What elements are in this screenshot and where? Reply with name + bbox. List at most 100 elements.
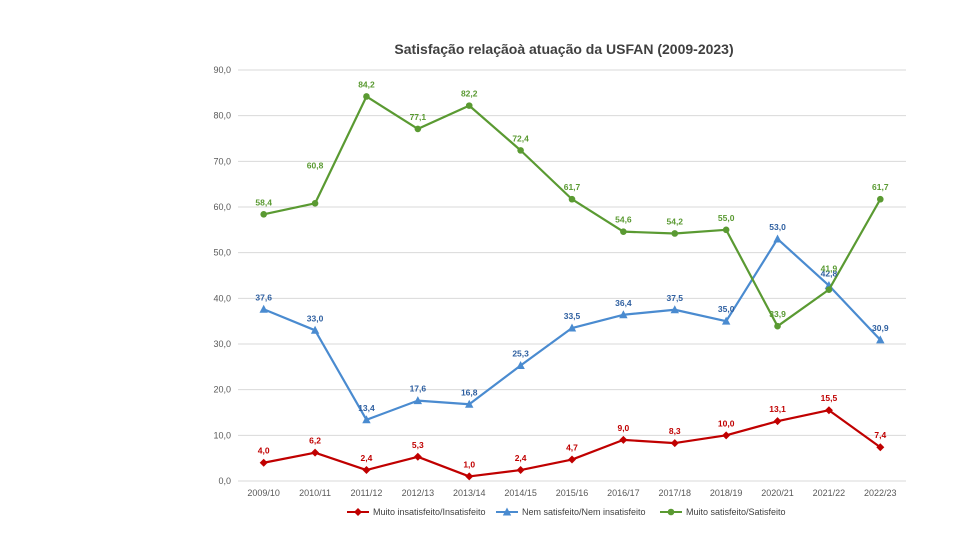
data-point-triangle: [362, 415, 371, 424]
data-label: 41,9: [821, 264, 838, 274]
data-label: 9,0: [617, 423, 629, 433]
data-point-circle: [414, 125, 422, 133]
x-tick-label: 2010/11: [299, 488, 331, 498]
data-label: 54,6: [615, 215, 632, 225]
data-labels: 4,0 6,2 2,4 5,3 1,0 2,4 4,7 9,0 8,3 10,0 13,1 15,5 7…: [255, 79, 888, 469]
data-label: 6,2: [309, 436, 321, 446]
data-label: 30,9: [872, 323, 889, 333]
data-point-triangle: [876, 335, 885, 344]
data-point-diamond: [465, 472, 474, 481]
data-point-diamond: [311, 448, 320, 457]
data-label: 58,4: [255, 197, 272, 207]
data-point-diamond: [722, 431, 731, 440]
series-2: [260, 93, 884, 330]
x-axis: 2009/10 2010/11 2011/12 2012/13 2013/14 2014/…: [247, 488, 896, 498]
y-axis: 0,0 10,0 20,0 30,0 40,0 50,0 60,0 70,0 80,0 90,0: [213, 65, 231, 486]
legend-label: Muito insatisfeito/Insatisfeito: [373, 507, 486, 517]
y-tick-label: 60,0: [213, 202, 231, 212]
x-tick-label: 2016/17: [607, 488, 640, 498]
x-tick-label: 2009/10: [247, 488, 280, 498]
data-point-diamond: [773, 417, 782, 426]
data-point-circle: [260, 211, 267, 218]
data-point-circle: [667, 508, 675, 516]
data-label: 37,6: [255, 292, 272, 302]
data-point-circle: [517, 147, 524, 154]
x-tick-label: 2020/21: [761, 488, 794, 498]
y-tick-label: 80,0: [213, 111, 231, 121]
data-label: 1,0: [463, 459, 475, 469]
data-point-triangle: [413, 396, 423, 405]
data-point-triangle: [619, 310, 628, 319]
y-tick-label: 30,0: [213, 339, 231, 349]
data-point-diamond: [354, 508, 362, 516]
legend-label: Muito satisfeito/Satisfeito: [686, 507, 786, 517]
data-point-triangle: [516, 360, 525, 369]
data-label: 2,4: [361, 453, 373, 463]
data-label: 16,8: [461, 387, 478, 397]
data-label: 33,0: [307, 313, 324, 323]
data-label: 13,1: [769, 404, 786, 414]
gridlines: [238, 69, 906, 482]
data-point-diamond: [568, 455, 576, 464]
data-label: 13,4: [358, 403, 375, 413]
x-tick-label: 2021/22: [813, 488, 846, 498]
data-label: 72,4: [512, 133, 529, 143]
legend[interactable]: Muito insatisfeito/Insatisfeito Nem satis…: [347, 507, 786, 517]
data-label: 33,9: [769, 309, 786, 319]
series-1: [259, 234, 885, 424]
legend-item-2[interactable]: Muito satisfeito/Satisfeito: [660, 507, 786, 517]
data-label: 10,0: [718, 418, 735, 428]
series-group: [259, 93, 885, 481]
data-label: 36,4: [615, 298, 632, 308]
y-tick-label: 40,0: [213, 293, 231, 303]
y-tick-label: 50,0: [213, 248, 231, 258]
data-point-circle: [877, 195, 884, 203]
data-label: 33,5: [564, 311, 581, 321]
data-label: 55,0: [718, 213, 735, 223]
data-label: 15,5: [821, 393, 838, 403]
data-point-circle: [722, 226, 730, 234]
data-point-triangle: [567, 323, 577, 332]
y-tick-label: 70,0: [213, 156, 231, 166]
x-tick-label: 2014/15: [504, 488, 537, 498]
data-label: 77,1: [410, 112, 427, 122]
legend-label: Nem satisfeito/Nem insatisfeito: [522, 507, 646, 517]
data-label: 4,0: [258, 446, 270, 456]
data-label: 53,0: [769, 222, 786, 232]
data-label: 37,5: [666, 293, 683, 303]
data-point-triangle: [502, 507, 512, 516]
data-label: 54,2: [666, 216, 683, 226]
data-point-triangle: [310, 325, 320, 334]
data-point-triangle: [259, 304, 268, 313]
x-tick-label: 2018/19: [710, 488, 743, 498]
data-point-diamond: [362, 466, 371, 475]
legend-item-0[interactable]: Muito insatisfeito/Insatisfeito: [347, 507, 486, 517]
data-point-diamond: [516, 466, 525, 475]
data-label: 35,0: [718, 304, 735, 314]
legend-item-1[interactable]: Nem satisfeito/Nem insatisfeito: [496, 507, 646, 517]
data-label: 84,2: [358, 79, 375, 89]
x-tick-label: 2011/12: [351, 488, 383, 498]
data-label: 2,4: [515, 453, 527, 463]
x-tick-label: 2017/18: [658, 488, 691, 498]
data-point-diamond: [413, 452, 422, 461]
data-label: 61,7: [872, 182, 889, 192]
data-point-circle: [774, 322, 781, 330]
data-point-diamond: [259, 458, 268, 467]
data-point-diamond: [670, 439, 679, 448]
data-point-diamond: [824, 406, 833, 415]
x-tick-label: 2012/13: [402, 488, 435, 498]
y-tick-label: 20,0: [213, 385, 231, 395]
data-label: 4,7: [566, 443, 578, 453]
data-point-diamond: [876, 443, 885, 452]
x-tick-label: 2013/14: [453, 488, 486, 498]
data-label: 60,8: [307, 160, 324, 170]
data-point-circle: [671, 230, 679, 237]
y-tick-label: 90,0: [213, 65, 231, 75]
chart-title: Satisfação relaçãoà atuação da USFAN (20…: [394, 41, 733, 57]
series-0: [259, 406, 885, 481]
data-point-circle: [363, 93, 370, 100]
data-point-diamond: [619, 435, 628, 444]
data-point-circle: [311, 200, 319, 207]
